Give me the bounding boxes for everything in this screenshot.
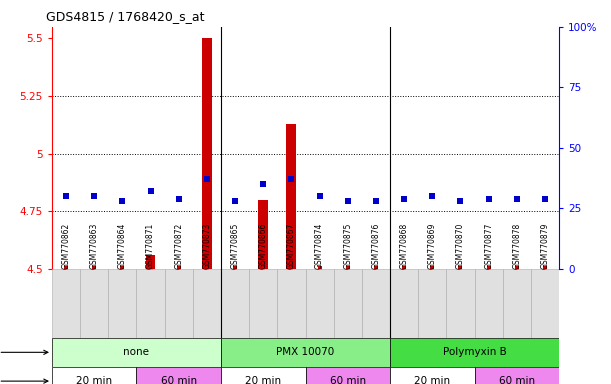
Bar: [258, 200, 268, 269]
Text: GSM770875: GSM770875: [343, 222, 353, 269]
Text: none: none: [123, 347, 150, 358]
Bar: [249, 269, 277, 338]
Text: GSM770866: GSM770866: [258, 222, 268, 269]
Text: GSM770871: GSM770871: [146, 223, 155, 269]
Bar: [136, 269, 164, 338]
Text: 60 min: 60 min: [161, 376, 197, 384]
Bar: [306, 367, 390, 384]
Bar: [52, 338, 221, 367]
Text: GSM770877: GSM770877: [484, 222, 493, 269]
Bar: [531, 269, 559, 338]
Bar: [164, 269, 193, 338]
Text: GSM770879: GSM770879: [541, 222, 549, 269]
Bar: [503, 269, 531, 338]
Text: 20 min: 20 min: [245, 376, 281, 384]
Bar: [52, 367, 136, 384]
Bar: [108, 269, 136, 338]
Text: GSM770862: GSM770862: [62, 223, 70, 269]
Text: GSM770870: GSM770870: [456, 222, 465, 269]
Text: GSM770874: GSM770874: [315, 222, 324, 269]
Text: agent: agent: [0, 347, 48, 358]
Bar: [306, 269, 334, 338]
Text: 60 min: 60 min: [499, 376, 535, 384]
Text: GSM770869: GSM770869: [428, 222, 437, 269]
Bar: [418, 269, 447, 338]
Text: time: time: [0, 376, 48, 384]
Bar: [390, 269, 418, 338]
Bar: [136, 367, 221, 384]
Text: GSM770873: GSM770873: [202, 222, 211, 269]
Bar: [334, 269, 362, 338]
Text: GSM770867: GSM770867: [287, 222, 296, 269]
Text: 20 min: 20 min: [76, 376, 112, 384]
Bar: [221, 367, 306, 384]
Text: GSM770863: GSM770863: [90, 222, 99, 269]
Text: GSM770872: GSM770872: [174, 223, 183, 269]
Text: GSM770865: GSM770865: [230, 222, 240, 269]
Bar: [390, 367, 475, 384]
Text: GDS4815 / 1768420_s_at: GDS4815 / 1768420_s_at: [46, 10, 204, 23]
Bar: [52, 269, 80, 338]
Bar: [287, 124, 296, 269]
Text: 20 min: 20 min: [414, 376, 450, 384]
Bar: [145, 255, 155, 269]
Bar: [475, 367, 559, 384]
Bar: [202, 38, 212, 269]
Text: Polymyxin B: Polymyxin B: [442, 347, 507, 358]
Bar: [80, 269, 108, 338]
Text: GSM770868: GSM770868: [400, 223, 409, 269]
Bar: [193, 269, 221, 338]
Bar: [362, 269, 390, 338]
Bar: [221, 269, 249, 338]
Bar: [447, 269, 475, 338]
Bar: [475, 269, 503, 338]
Text: PMX 10070: PMX 10070: [276, 347, 335, 358]
Bar: [277, 269, 306, 338]
Text: 60 min: 60 min: [330, 376, 366, 384]
Text: GSM770876: GSM770876: [371, 222, 381, 269]
Text: GSM770878: GSM770878: [512, 223, 521, 269]
Text: GSM770864: GSM770864: [118, 222, 127, 269]
Bar: [390, 338, 559, 367]
Bar: [221, 338, 390, 367]
